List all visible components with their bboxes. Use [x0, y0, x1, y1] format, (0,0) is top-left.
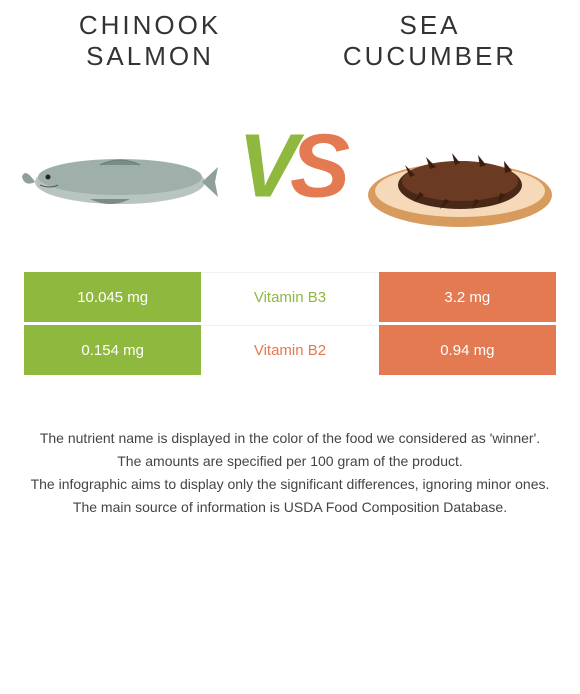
- footer-line: The nutrient name is displayed in the co…: [24, 428, 556, 449]
- cell-left-value: 10.045 mg: [24, 272, 201, 322]
- vs-s: S: [290, 117, 342, 217]
- images-row: VS: [0, 72, 580, 272]
- table-row: 10.045 mg Vitamin B3 3.2 mg: [24, 272, 556, 322]
- title-left: CHINOOK SALMON: [30, 10, 270, 72]
- footer-notes: The nutrient name is displayed in the co…: [0, 378, 580, 518]
- cell-nutrient: Vitamin B3: [201, 272, 378, 322]
- cell-left-value: 0.154 mg: [24, 325, 201, 375]
- comparison-table: 10.045 mg Vitamin B3 3.2 mg 0.154 mg Vit…: [0, 272, 580, 378]
- table-row: 0.154 mg Vitamin B2 0.94 mg: [24, 325, 556, 375]
- sea-cucumber-image: [360, 117, 560, 237]
- cell-right-value: 0.94 mg: [379, 325, 556, 375]
- footer-line: The amounts are specified per 100 gram o…: [24, 451, 556, 472]
- cell-nutrient: Vitamin B2: [201, 325, 378, 375]
- titles-row: CHINOOK SALMON SEA CUCUMBER: [0, 0, 580, 72]
- vs-v: V: [238, 117, 290, 217]
- title-right: SEA CUCUMBER: [310, 10, 550, 72]
- cell-right-value: 3.2 mg: [379, 272, 556, 322]
- footer-line: The main source of information is USDA F…: [24, 497, 556, 518]
- salmon-image: [20, 117, 220, 237]
- footer-line: The infographic aims to display only the…: [24, 474, 556, 495]
- vs-label: VS: [238, 116, 342, 219]
